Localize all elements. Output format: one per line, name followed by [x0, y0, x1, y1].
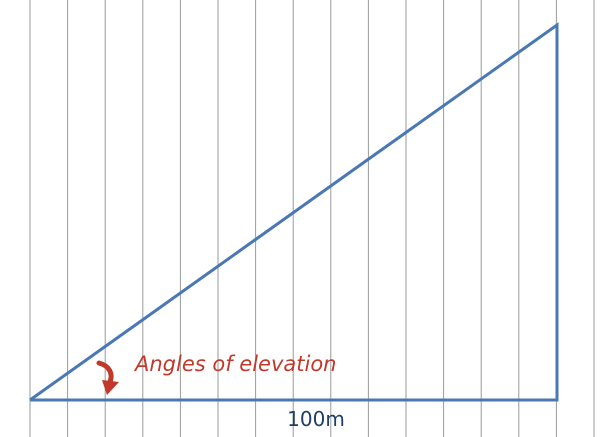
angle-annotation: Angles of elevation	[133, 352, 337, 376]
triangle-outline	[29, 22, 559, 402]
right-triangle	[29, 22, 559, 402]
vertical-grid-lines	[29, 0, 595, 437]
base-length-label: 100m	[287, 407, 345, 431]
angle-marker	[96, 360, 119, 395]
curved-arrow-icon	[96, 360, 114, 385]
arrow-head-icon	[102, 380, 119, 395]
